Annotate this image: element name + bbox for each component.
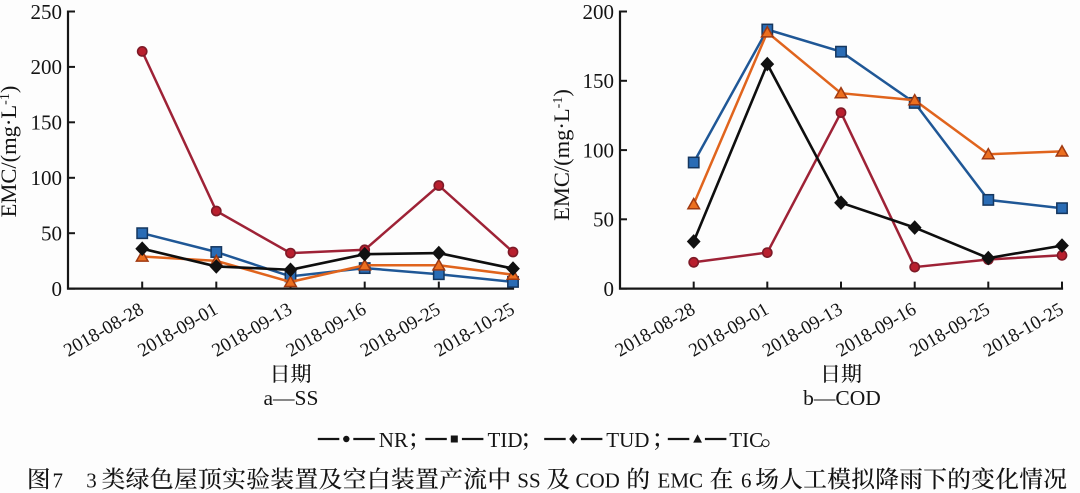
svg-text:0: 0: [52, 277, 63, 301]
svg-text:EMC/(mg·L-1): EMC/(mg·L-1): [0, 86, 21, 218]
svg-text:6: 6: [741, 469, 752, 493]
svg-text:COD: COD: [576, 469, 620, 493]
svg-text:TID: TID: [488, 428, 523, 452]
svg-text:a—SS: a—SS: [264, 386, 319, 410]
svg-text:EMC: EMC: [658, 469, 704, 493]
svg-text:TUD: TUD: [606, 428, 649, 452]
svg-text:250: 250: [31, 0, 63, 24]
svg-text:7: 7: [53, 469, 64, 493]
svg-text:3: 3: [86, 469, 97, 493]
svg-text:EMC/(mg·L-1): EMC/(mg·L-1): [549, 89, 574, 221]
svg-text:TIC: TIC: [729, 428, 763, 452]
svg-text:150: 150: [583, 69, 615, 93]
svg-text:200: 200: [31, 55, 63, 79]
svg-text:100: 100: [31, 166, 63, 190]
svg-text:SS: SS: [517, 469, 540, 493]
svg-text:0: 0: [604, 277, 615, 301]
svg-text:50: 50: [41, 222, 62, 246]
svg-text:200: 200: [583, 0, 615, 24]
svg-text:150: 150: [31, 111, 63, 135]
svg-text:50: 50: [593, 208, 614, 232]
svg-text:b—COD: b—COD: [803, 386, 881, 410]
svg-text:NR: NR: [379, 428, 408, 452]
svg-text:100: 100: [583, 138, 615, 162]
